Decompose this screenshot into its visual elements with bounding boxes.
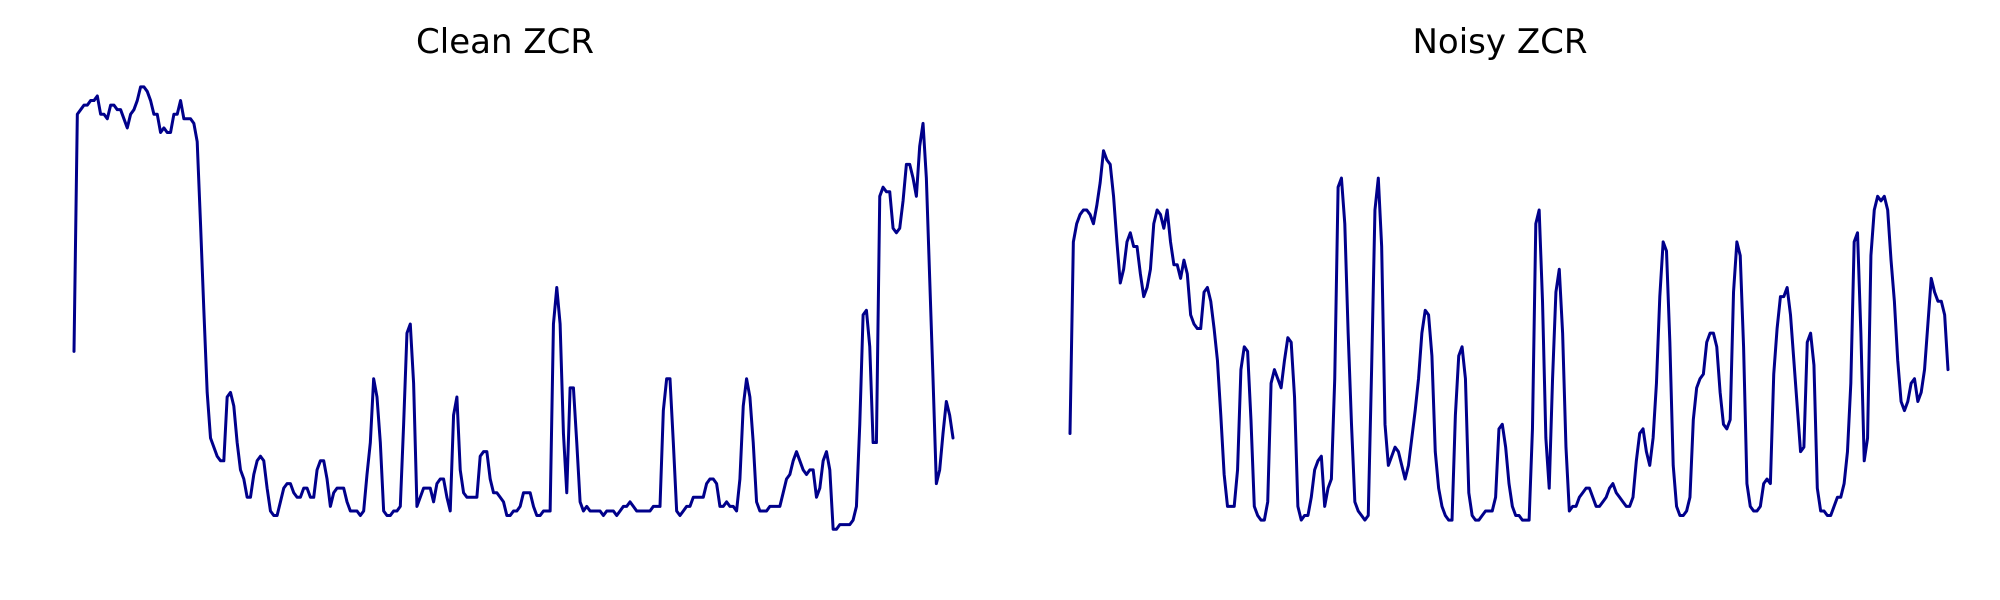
series-line (1068, 149, 1950, 522)
chart-title: Clean ZCR (416, 22, 594, 62)
series-line (72, 85, 955, 531)
clean-zcr-panel: Clean ZCR (72, 22, 955, 531)
noisy-zcr-panel: Noisy ZCR (1000, 0, 2000, 600)
clean-zcr-plot (72, 85, 955, 531)
noisy-zcr-plot (1068, 149, 1950, 522)
chart-title: Noisy ZCR (1412, 22, 1588, 62)
